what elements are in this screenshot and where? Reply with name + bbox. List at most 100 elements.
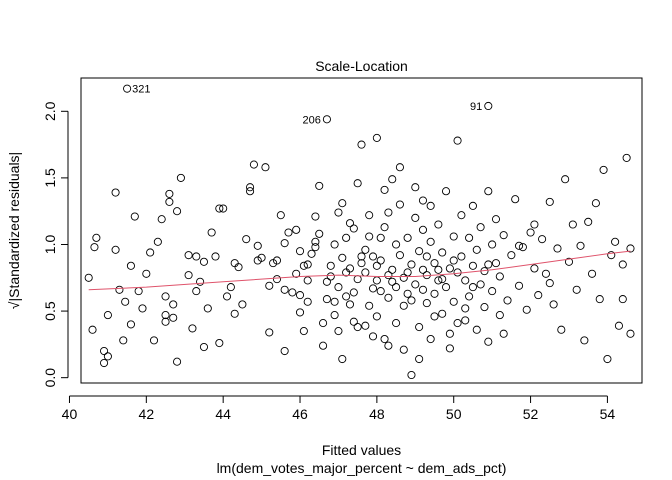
data-point <box>246 183 255 192</box>
data-point <box>303 297 312 306</box>
data-point <box>441 187 451 196</box>
data-point <box>491 259 501 268</box>
data-point <box>153 237 162 246</box>
data-point <box>538 235 547 244</box>
data-point <box>276 211 285 220</box>
data-point <box>330 311 339 320</box>
smooth-line <box>88 250 631 291</box>
data-point <box>353 275 362 284</box>
data-point <box>295 308 305 317</box>
data-point <box>499 329 508 338</box>
data-point <box>407 296 416 305</box>
data-point <box>530 264 539 273</box>
data-point <box>100 358 109 368</box>
data-point <box>334 283 343 292</box>
data-point <box>611 237 620 246</box>
data-point <box>495 311 504 320</box>
data-point <box>415 323 424 332</box>
data-point <box>330 297 339 306</box>
data-point <box>230 309 239 318</box>
data-point <box>384 271 393 280</box>
data-point <box>465 292 474 301</box>
data-point <box>357 140 366 149</box>
data-point <box>445 329 454 338</box>
data-point <box>503 296 512 305</box>
data-point <box>303 260 312 269</box>
data-point <box>392 283 401 292</box>
data-point <box>115 285 124 294</box>
data-point <box>126 320 136 329</box>
data-point <box>468 201 477 210</box>
y-tick-label: 0.0 <box>42 368 58 388</box>
data-point <box>426 334 435 344</box>
data-point <box>192 252 201 261</box>
data-point <box>295 247 305 256</box>
data-point <box>361 245 370 254</box>
data-point <box>349 288 358 297</box>
data-point <box>557 325 566 334</box>
data-point <box>468 261 477 270</box>
data-point <box>599 165 608 174</box>
y-axis-title: √|Standardized residuals| <box>6 152 22 309</box>
data-point <box>491 215 501 224</box>
data-point <box>169 300 178 309</box>
data-point <box>461 276 470 285</box>
data-point <box>165 189 174 198</box>
data-point <box>438 248 447 257</box>
data-point <box>511 195 520 204</box>
data-point <box>480 303 489 312</box>
data-point <box>326 261 335 270</box>
data-point <box>173 357 182 366</box>
data-point <box>349 317 358 326</box>
data-point <box>372 133 381 142</box>
data-point <box>365 232 374 241</box>
data-point <box>561 175 570 184</box>
data-point <box>311 243 320 252</box>
data-point <box>199 257 209 266</box>
data-point <box>376 256 385 265</box>
data-point <box>126 261 136 270</box>
data-point <box>418 196 428 205</box>
point-label: 206 <box>303 114 321 126</box>
data-point <box>368 284 378 293</box>
data-point <box>292 225 301 234</box>
data-point <box>165 197 174 206</box>
data-point <box>399 273 408 282</box>
data-point <box>311 212 320 221</box>
data-point <box>342 233 351 242</box>
data-point <box>322 295 331 304</box>
data-point <box>430 259 439 268</box>
data-point <box>272 275 282 284</box>
data-point <box>365 301 374 310</box>
point-labels: 321 206 91 <box>132 84 482 127</box>
data-point <box>465 233 474 242</box>
data-point <box>403 233 412 242</box>
data-point <box>357 259 366 268</box>
data-point <box>514 241 524 250</box>
data-point <box>472 245 481 254</box>
data-point <box>111 245 120 254</box>
data-point <box>345 219 355 228</box>
data-point <box>438 309 447 318</box>
data-point <box>215 204 224 213</box>
data-point <box>449 232 458 241</box>
data-point <box>257 253 266 262</box>
data-point <box>188 324 197 333</box>
data-point <box>384 293 393 302</box>
data-point <box>445 344 454 353</box>
data-point <box>134 287 143 296</box>
data-point <box>149 336 159 345</box>
data-point <box>315 181 324 190</box>
data-point <box>196 277 205 286</box>
data-point <box>395 200 404 209</box>
data-point <box>399 301 408 310</box>
data-point <box>411 280 420 289</box>
data-point <box>372 261 381 270</box>
data-point <box>173 207 182 216</box>
data-point <box>342 292 351 301</box>
data-point <box>103 352 112 361</box>
data-point <box>468 283 477 292</box>
data-point <box>403 268 412 277</box>
data-point <box>476 280 485 289</box>
data-point <box>484 337 493 346</box>
